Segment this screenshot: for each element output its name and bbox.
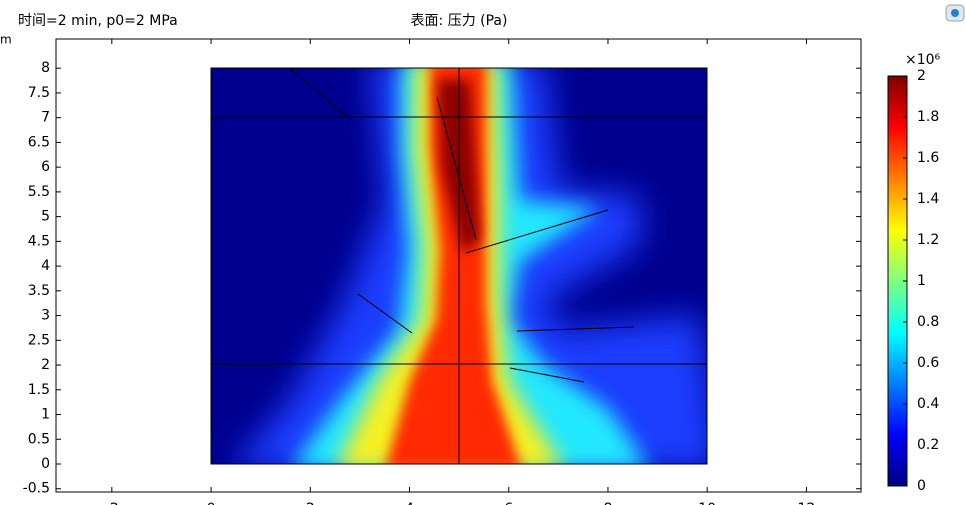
x-tick-label: 6 <box>504 501 513 505</box>
x-tick-label: 12 <box>798 501 816 505</box>
colorbar-tick-label: 1.2 <box>917 232 939 248</box>
x-tick-label: 0 <box>207 501 216 505</box>
y-tick-label: 5.5 <box>28 184 50 200</box>
y-tick-label: -0.5 <box>23 481 50 497</box>
y-tick-label: 0 <box>41 456 50 472</box>
subtitle: 时间=2 min, p0=2 MPa <box>18 13 178 29</box>
y-tick-label: 8 <box>41 60 50 76</box>
y-tick-label: 5 <box>41 209 50 225</box>
y-tick-label: 4 <box>41 258 50 274</box>
y-tick-label: 4.5 <box>28 233 50 249</box>
y-tick-label: 2.5 <box>28 332 50 348</box>
colorbar-scale: ×10⁶ <box>905 52 941 68</box>
y-tick-label: 0.5 <box>28 431 50 447</box>
colorbar-tick-label: 1.4 <box>917 191 939 207</box>
x-tick-label: 4 <box>405 501 414 505</box>
y-tick-label: 6.5 <box>28 134 50 150</box>
x-tick-label: 2 <box>306 501 315 505</box>
axes <box>56 39 861 492</box>
colorbar-tick-label: 0.2 <box>917 437 939 453</box>
y-tick-label: 1.5 <box>28 382 50 398</box>
y-tick-label: 3 <box>41 308 50 324</box>
x-tick-label: -2 <box>105 501 119 505</box>
geometry <box>210 67 708 465</box>
chart-title: 表面: 压力 (Pa) <box>411 13 508 29</box>
y-axis-label: m <box>0 33 12 47</box>
y-tick-label: 1 <box>41 407 50 423</box>
pressure-field <box>211 68 707 464</box>
y-tick-label: 6 <box>41 159 50 175</box>
y-tick-label: 2 <box>41 357 50 373</box>
colorbar-tick-label: 0 <box>917 478 926 494</box>
colorbar-tick-label: 0.8 <box>917 314 939 330</box>
colorbar-tick-label: 0.6 <box>917 355 939 371</box>
colorbar-tick-label: 1.6 <box>917 150 939 166</box>
logo <box>945 4 965 22</box>
colorbar-tick-label: 1 <box>917 273 926 289</box>
colorbar-tick-label: 2 <box>917 68 926 84</box>
x-tick-label: 8 <box>604 501 613 505</box>
y-tick-label: 7 <box>41 110 50 126</box>
x-tick-label: 10 <box>698 501 716 505</box>
colorbar-tick-label: 1.8 <box>917 109 939 125</box>
colorbar-tick-label: 0.4 <box>917 396 939 412</box>
y-tick-label: 7.5 <box>28 85 50 101</box>
y-tick-label: 3.5 <box>28 283 50 299</box>
